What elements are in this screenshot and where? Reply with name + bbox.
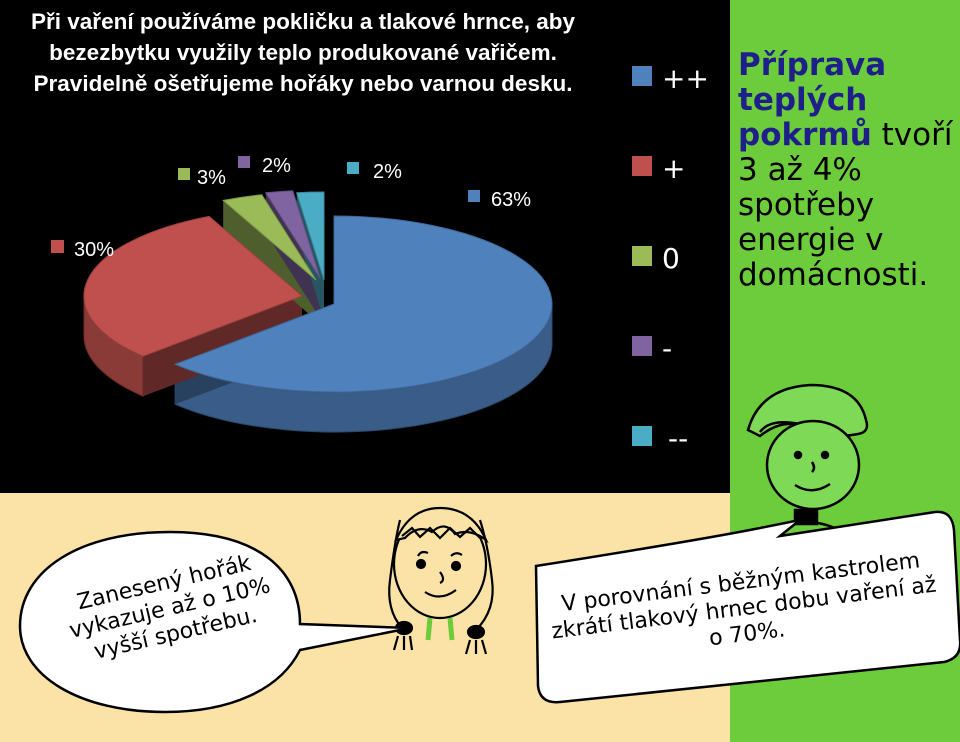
girl-cartoon	[388, 506, 494, 655]
legend-swatch-minus	[632, 336, 652, 356]
legend-swatch-plus	[632, 156, 652, 176]
legend: ++ + 0 - --	[632, 62, 709, 455]
pie-slice-minus	[264, 190, 321, 279]
marker-2a	[238, 156, 250, 168]
intro-text: Při vaření používáme pokličku a tlakové …	[31, 9, 575, 96]
legend-label-zero: 0	[662, 242, 680, 275]
legend-swatch-double-plus	[632, 66, 652, 86]
marker-30	[51, 240, 64, 253]
data-label-plus: 30%	[74, 239, 114, 261]
marker-3	[178, 168, 190, 180]
legend-label-plus: +	[662, 152, 685, 185]
fact-text: Příprava teplých pokrmů tvoří 3 až 4% sp…	[738, 48, 960, 293]
legend-swatch-zero	[632, 246, 652, 266]
pie-slice-double-minus	[296, 191, 325, 281]
pie-slice-double-plus	[173, 215, 553, 393]
data-label-minus: 2%	[262, 155, 291, 177]
boy-cartoon	[746, 383, 869, 530]
marker-2b	[347, 162, 359, 174]
pie-chart	[83, 190, 553, 433]
speech-bubble-right	[534, 510, 960, 704]
speech-bubble-left	[18, 530, 411, 714]
fact-rest: tvoří 3 až 4% spotřeby energie v domácno…	[738, 117, 953, 293]
marker-63	[468, 190, 480, 202]
data-label-double-minus: 2%	[373, 161, 402, 183]
pie-slice-plus	[83, 215, 303, 357]
data-label-double-plus: 63%	[491, 189, 531, 211]
legend-label-minus: -	[662, 332, 672, 365]
fact-bold: Příprava teplých pokrmů	[738, 47, 887, 153]
legend-label-double-minus: --	[668, 422, 688, 455]
legend-label-double-plus: ++	[662, 62, 709, 95]
legend-swatch-double-minus	[632, 426, 652, 446]
data-label-zero: 3%	[197, 167, 226, 189]
pie-slice-zero	[222, 194, 317, 281]
